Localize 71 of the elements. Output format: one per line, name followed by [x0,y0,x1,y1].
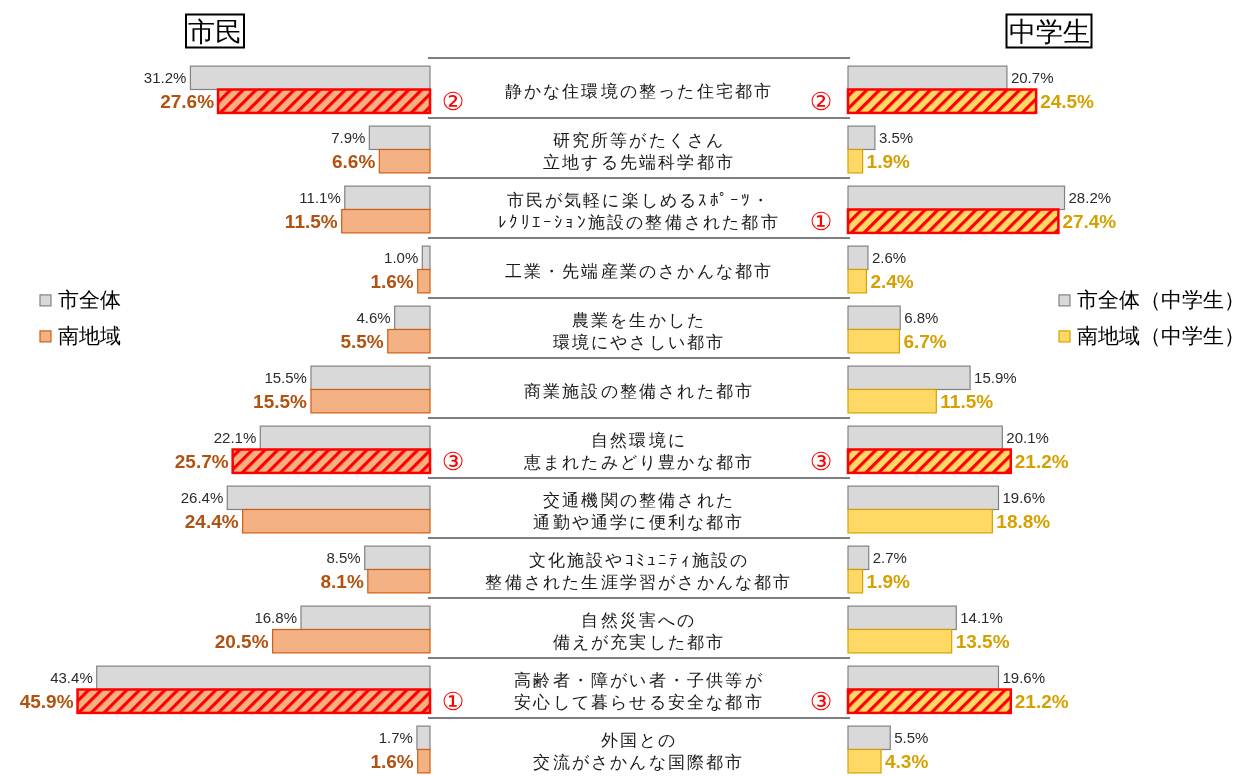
data-label: 4.3% [885,750,929,772]
text: ③ [441,446,465,476]
text: ① [441,686,465,716]
data-label: 15.5% [264,369,307,387]
data-label: 18.8% [996,510,1051,532]
data-label: 2.6% [871,249,907,267]
data-label: 21.2% [1014,450,1069,472]
data-label: 43.4% [50,669,93,687]
data-label: 8.1% [320,570,364,592]
data-label: 6.6% [332,150,376,172]
y-tick-label: 自然環境に恵まれたみどり豊かな都市 [522,429,755,473]
data-label: 1.0% [384,249,419,267]
legend-label: 市全体（中学生） [1077,288,1245,313]
data-label: 28.2% [1068,189,1112,207]
data-label: 22.1% [213,429,257,447]
y-tick-label: 自然災害への備えが充実した都市 [552,609,726,653]
data-label: 24.4% [184,510,239,532]
data-label: 27.6% [160,90,215,112]
legend-label: 南地域 [58,324,121,349]
y-tick-label: 高齢者・障がい者・子供等が安心して暮らせる安全な都市 [514,669,764,713]
y-tick-label: 静かな住環境の整った住宅都市 [504,81,774,101]
data-label: 8.5% [326,549,361,567]
data-label: 1.6% [370,750,414,772]
data-label: 24.5% [1040,90,1095,112]
data-label: 20.7% [1010,69,1054,87]
data-label: 5.5% [340,330,384,352]
data-label: 14.1% [960,609,1003,627]
data-label: 11.1% [299,189,341,207]
data-label: 15.9% [974,369,1017,387]
y-tick-label: 外国との交流がさかんな国際都市 [533,729,745,773]
data-label: 3.5% [878,129,914,147]
data-label: 6.7% [903,330,947,352]
data-label: 26.4% [180,489,224,507]
y-tick-label: 農業を生かした環境にやさしい都市 [552,309,726,353]
data-label: 21.2% [1014,690,1069,712]
y-tick-label: 商業施設の整備された都市 [523,381,755,401]
data-label: 2.7% [872,549,907,567]
text: ② [809,86,833,116]
data-label: 2.4% [870,270,914,292]
y-tick-label: 研究所等がたくさん立地する先端科学都市 [543,129,735,173]
data-label: 7.9% [331,129,366,147]
data-label: 1.9% [866,150,910,172]
y-tick-label: 市民が気軽に楽しめるｽﾎﾟｰﾂ・ﾚｸﾘｴｰｼｮﾝ施設の整備された都市 [498,189,780,233]
data-label: 31.2% [143,69,187,87]
data-label: 16.8% [254,609,297,627]
legend-label: 南地域（中学生） [1077,324,1245,349]
data-label: 11.5% [940,390,994,412]
data-label: 11.5% [284,210,338,232]
text: ③ [809,686,833,716]
y-tick-label: 交通機関の整備された通勤や通学に便利な都市 [533,489,745,533]
data-label: 1.6% [370,270,414,292]
data-label: 45.9% [19,690,74,712]
y-tick-label: 工業・先端産業のさかんな都市 [504,261,774,281]
legend-label: 市全体 [58,288,121,313]
data-label: 6.8% [904,309,939,327]
data-label: 19.6% [1002,669,1046,687]
y-tick-label: 文化施設やｺﾐｭﾆﾃｨ施設の整備された生涯学習がさかんな都市 [485,549,793,593]
data-label: 20.5% [214,630,269,652]
data-label: 19.6% [1002,489,1046,507]
data-label: 5.5% [894,729,929,747]
text: ① [809,206,833,236]
data-label: 1.9% [866,570,910,592]
data-label: 27.4% [1062,210,1117,232]
data-label: 15.5% [253,390,308,412]
text: ② [441,86,465,116]
data-label: 4.6% [356,309,391,327]
data-label: 1.7% [378,729,413,747]
data-label: 13.5% [955,630,1010,652]
text: ③ [809,446,833,476]
data-label: 20.1% [1006,429,1049,447]
data-label: 25.7% [174,450,229,472]
